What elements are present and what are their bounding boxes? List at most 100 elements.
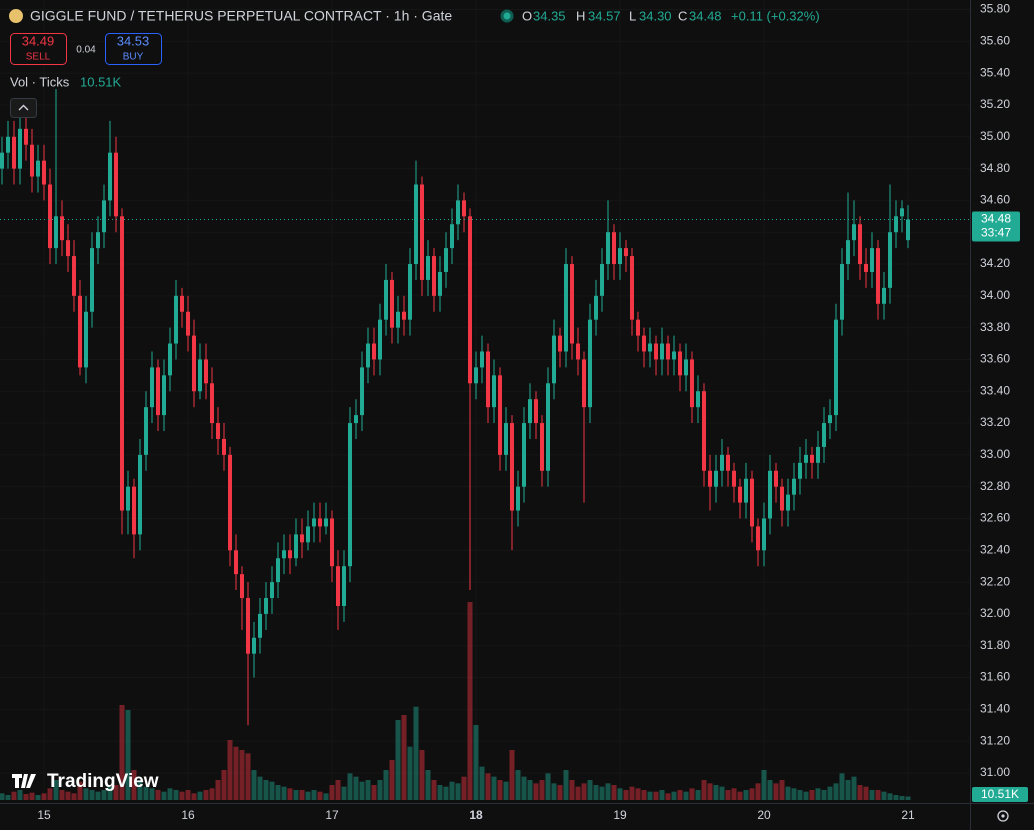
candle-body <box>792 478 796 495</box>
candle-body <box>42 160 46 185</box>
candle-body <box>258 613 262 638</box>
volume-bar <box>509 750 515 800</box>
ohlc-key: H <box>576 8 585 23</box>
candle-body <box>570 264 574 344</box>
volume-bar <box>227 740 233 800</box>
brand-logo: TradingView <box>12 771 159 792</box>
candle-body <box>24 128 28 145</box>
volume-bar <box>239 750 245 800</box>
y-tick-label: 31.20 <box>980 733 1010 747</box>
collapse-box[interactable] <box>10 98 37 118</box>
volume-bar <box>569 780 575 800</box>
volume-bar <box>581 783 587 800</box>
volume-legend-value: 10.51K <box>80 74 122 89</box>
ohlc-key: L <box>629 8 636 23</box>
candle-body <box>276 558 280 583</box>
volume-bar <box>341 786 347 800</box>
volume-bar <box>821 790 827 800</box>
y-tick-label: 33.40 <box>980 383 1010 397</box>
volume-bar <box>617 788 623 800</box>
candle-body <box>372 343 376 360</box>
candle-body <box>138 454 142 535</box>
buy-label[interactable]: BUY <box>123 52 144 63</box>
collapse-button[interactable] <box>10 98 37 118</box>
candle-body <box>414 184 418 265</box>
volume-bar <box>113 785 119 800</box>
volume-bar <box>77 781 83 800</box>
volume-bar <box>677 790 683 800</box>
candle-body <box>744 478 748 503</box>
candle-body <box>204 359 208 384</box>
volume-bar <box>149 788 155 800</box>
buy-box[interactable] <box>105 33 162 65</box>
candle-body <box>114 152 118 217</box>
candle-body <box>330 518 334 567</box>
sell-box[interactable] <box>10 33 67 65</box>
candle-body <box>612 232 616 265</box>
y-tick-label: 32.40 <box>980 542 1010 556</box>
volume-bar <box>827 786 833 800</box>
sell-price[interactable]: 34.49 <box>22 33 55 48</box>
y-tick-label: 31.00 <box>980 765 1010 779</box>
candle-body <box>876 248 880 304</box>
volume-bar <box>5 795 11 800</box>
candle-body <box>228 454 232 551</box>
candle-body <box>294 534 298 559</box>
volume-bar <box>167 788 173 800</box>
candle-body <box>162 375 166 416</box>
candle-body <box>816 446 820 463</box>
sell-button[interactable]: 34.49 SELL <box>10 33 67 65</box>
candle-body <box>834 319 838 416</box>
candle-body <box>66 240 70 257</box>
x-tick-label: 21 <box>901 808 915 822</box>
settings-icon[interactable] <box>997 810 1009 822</box>
volume-bar <box>383 770 389 800</box>
candle-body <box>168 343 172 376</box>
collapse-icon[interactable] <box>18 104 29 111</box>
buy-price[interactable]: 34.53 <box>117 33 150 48</box>
candle-body <box>510 423 514 511</box>
candle-body <box>708 470 712 487</box>
candle-body <box>858 224 862 265</box>
ohlc-value: 34.48 <box>689 8 722 23</box>
candle-body <box>456 200 460 225</box>
volume-bar <box>737 791 743 800</box>
volume-bar <box>155 790 161 800</box>
spread: 0.04 <box>76 45 96 56</box>
volume-bar <box>107 786 113 800</box>
volume-bar <box>335 780 341 800</box>
volume-bar <box>719 786 725 800</box>
volume-bar <box>305 791 311 800</box>
x-tick-label: 19 <box>613 808 627 822</box>
buy-button[interactable]: 34.53 BUY <box>105 33 162 65</box>
candle-body <box>870 248 874 272</box>
candle-body <box>384 279 388 320</box>
candle-body <box>402 311 406 320</box>
volume-bar <box>869 790 875 800</box>
ohlc-value: 34.35 <box>533 8 566 23</box>
volume-bar <box>11 791 17 800</box>
candle-body <box>486 351 490 408</box>
candle-body <box>450 224 454 249</box>
volume-bar <box>755 783 761 800</box>
candle-body <box>780 486 784 511</box>
y-tick-label: 32.80 <box>980 479 1010 493</box>
volume-bar <box>317 791 323 800</box>
settings-button[interactable] <box>997 810 1009 822</box>
volume-bar <box>635 788 641 800</box>
candle-body <box>576 343 580 360</box>
candle-body <box>666 343 670 360</box>
volume-bar <box>41 793 47 800</box>
volume-bar <box>95 791 101 800</box>
settings-icon-dot[interactable] <box>1001 814 1005 818</box>
volume-bar <box>791 788 797 800</box>
candle-body <box>558 335 562 352</box>
sell-label[interactable]: SELL <box>26 52 51 63</box>
y-tick-label: 33.80 <box>980 320 1010 334</box>
candle-body <box>888 232 892 288</box>
volume-bar <box>689 788 695 800</box>
volume-bar <box>533 783 539 800</box>
candle-body <box>312 518 316 527</box>
volume-bar <box>833 783 839 800</box>
